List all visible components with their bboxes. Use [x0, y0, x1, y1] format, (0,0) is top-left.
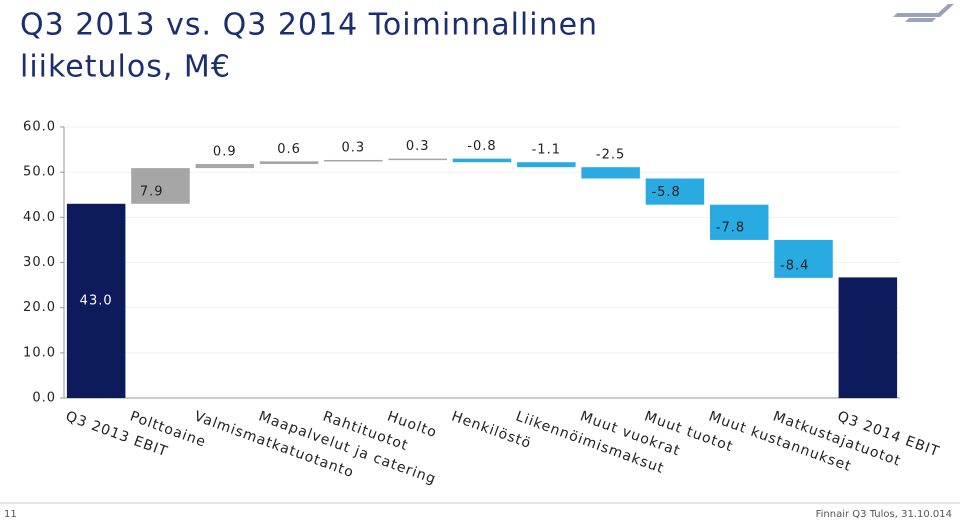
bar [838, 277, 898, 398]
bar [388, 158, 447, 161]
value-label: -7.8 [716, 220, 745, 235]
value-label: 0.9 [213, 145, 237, 160]
value-label: 43.0 [80, 293, 113, 308]
bar [517, 162, 576, 168]
bar [774, 239, 833, 278]
value-label: 7.9 [140, 184, 164, 199]
bar [581, 167, 640, 179]
chart-title: Q3 2013 vs. Q3 2014 Toiminnallinen [20, 8, 598, 43]
value-label: -5.8 [651, 185, 680, 200]
value-label: 0.3 [406, 139, 430, 154]
y-tick-label: 30.0 [23, 255, 56, 270]
value-label: -8.4 [780, 258, 809, 273]
bar [452, 158, 512, 163]
bar [259, 161, 319, 165]
logo [893, 4, 954, 22]
bar [131, 168, 190, 204]
bar [66, 203, 126, 398]
value-label: -1.1 [532, 143, 561, 158]
value-label: -2.5 [596, 148, 625, 163]
value-label: 0.6 [277, 142, 301, 157]
page-number: 11 [4, 509, 17, 520]
y-tick-label: 40.0 [23, 210, 56, 225]
y-tick-label: 20.0 [23, 300, 56, 315]
value-label: 26.7 [851, 330, 884, 345]
y-tick-label: 0.0 [32, 391, 56, 406]
y-tick-label: 10.0 [23, 345, 56, 360]
y-tick-label: 60.0 [23, 120, 56, 135]
bar [195, 164, 255, 169]
chart-subtitle: liiketulos, M€ [20, 50, 231, 85]
footer-source: Finnair Q3 Tulos, 31.10.014 [816, 509, 952, 520]
bar [709, 204, 769, 240]
value-label: 0.3 [342, 140, 366, 155]
value-label: -0.8 [467, 139, 496, 154]
bar [645, 178, 705, 205]
bar [324, 159, 383, 162]
y-tick-label: 50.0 [23, 165, 56, 180]
